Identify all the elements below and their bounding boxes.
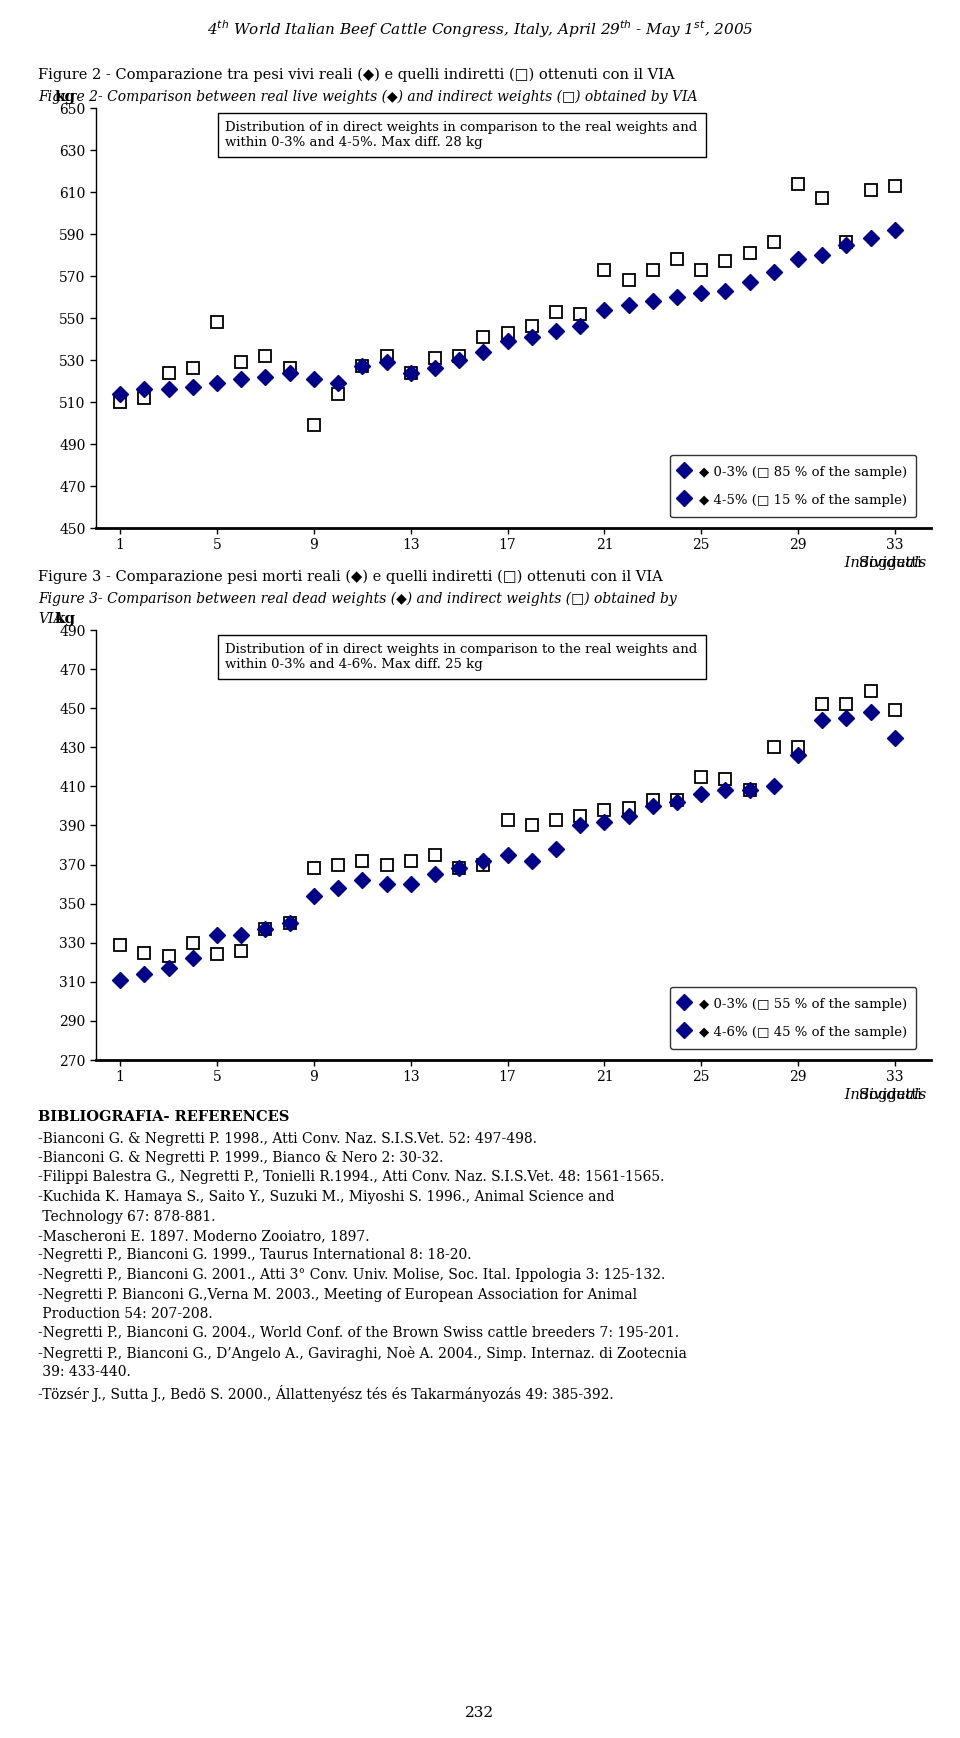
Text: Figure 2- Comparison between real live weights (◆) and indirect weights (□) obta: Figure 2- Comparison between real live w… (38, 90, 698, 104)
Text: -Negretti P., Bianconi G. 1999., Taurus International 8: 18-20.: -Negretti P., Bianconi G. 1999., Taurus … (38, 1248, 472, 1262)
Text: -Negretti P., Bianconi G. 2001., Atti 3° Conv. Univ. Molise, Soc. Ital. Ippologi: -Negretti P., Bianconi G. 2001., Atti 3°… (38, 1269, 665, 1283)
Text: Distribution of in direct weights in comparison to the real weights and
within 0: Distribution of in direct weights in com… (226, 120, 698, 149)
Legend: ◆ 0-3% (□ 55 % of the sample), ◆ 4-6% (□ 45 % of the sample): ◆ 0-3% (□ 55 % of the sample), ◆ 4-6% (□… (670, 987, 916, 1050)
Text: BIBLIOGRAFIA- REFERENCES: BIBLIOGRAFIA- REFERENCES (38, 1111, 290, 1124)
Text: kg: kg (54, 90, 76, 104)
Text: Distribution of in direct weights in comparison to the real weights and
within 0: Distribution of in direct weights in com… (226, 643, 698, 671)
Text: Individuals: Individuals (804, 556, 926, 570)
Text: Figure 2 - Comparazione tra pesi vivi reali (◆) e quelli indiretti (□) ottenuti : Figure 2 - Comparazione tra pesi vivi re… (38, 68, 675, 82)
Text: 4$^{th}$ World Italian Beef Cattle Congress, Italy, April 29$^{th}$ - May 1$^{st: 4$^{th}$ World Italian Beef Cattle Congr… (206, 17, 754, 40)
Text: -Bianconi G. & Negretti P. 1998., Atti Conv. Naz. S.I.S.Vet. 52: 497-498.: -Bianconi G. & Negretti P. 1998., Atti C… (38, 1131, 538, 1145)
Text: 39: 433-440.: 39: 433-440. (38, 1366, 132, 1380)
Text: Production 54: 207-208.: Production 54: 207-208. (38, 1307, 213, 1321)
Text: Soggetti: Soggetti (859, 556, 926, 570)
Text: kg: kg (54, 612, 76, 626)
Text: -Filippi Balestra G., Negretti P., Tonielli R.1994., Atti Conv. Naz. S.I.S.Vet. : -Filippi Balestra G., Negretti P., Tonie… (38, 1170, 664, 1185)
Text: VIA: VIA (38, 612, 64, 626)
Text: -Negretti P., Bianconi G. 2004., World Conf. of the Brown Swiss cattle breeders : -Negretti P., Bianconi G. 2004., World C… (38, 1326, 680, 1340)
Text: -Mascheroni E. 1897. Moderno Zooiatro, 1897.: -Mascheroni E. 1897. Moderno Zooiatro, 1… (38, 1229, 370, 1243)
Text: -Kuchida K. Hamaya S., Saito Y., Suzuki M., Miyoshi S. 1996., Animal Science and: -Kuchida K. Hamaya S., Saito Y., Suzuki … (38, 1191, 615, 1204)
Text: -Negretti P. Bianconi G.,Verna M. 2003., Meeting of European Association for Ani: -Negretti P. Bianconi G.,Verna M. 2003.,… (38, 1288, 637, 1302)
Text: Technology 67: 878-881.: Technology 67: 878-881. (38, 1210, 216, 1224)
Text: Individuals: Individuals (804, 1088, 926, 1102)
Text: 232: 232 (466, 1707, 494, 1721)
Text: Figure 3- Comparison between real dead weights (◆) and indirect weights (□) obta: Figure 3- Comparison between real dead w… (38, 593, 677, 607)
Text: -Tözsér J., Sutta J., Bedö S. 2000., Állattenyész tés és Takarmányozás 49: 385-3: -Tözsér J., Sutta J., Bedö S. 2000., Áll… (38, 1385, 614, 1403)
Legend: ◆ 0-3% (□ 85 % of the sample), ◆ 4-5% (□ 15 % of the sample): ◆ 0-3% (□ 85 % of the sample), ◆ 4-5% (□… (670, 455, 916, 518)
Text: Soggetti: Soggetti (859, 1088, 926, 1102)
Text: -Negretti P., Bianconi G., D’Angelo A., Gaviraghi, Noè A. 2004., Simp. Internaz.: -Negretti P., Bianconi G., D’Angelo A., … (38, 1345, 687, 1361)
Text: -Bianconi G. & Negretti P. 1999., Bianco & Nero 2: 30-32.: -Bianconi G. & Negretti P. 1999., Bianco… (38, 1151, 444, 1164)
Text: Figure 3 - Comparazione pesi morti reali (◆) e quelli indiretti (□) ottenuti con: Figure 3 - Comparazione pesi morti reali… (38, 570, 663, 584)
